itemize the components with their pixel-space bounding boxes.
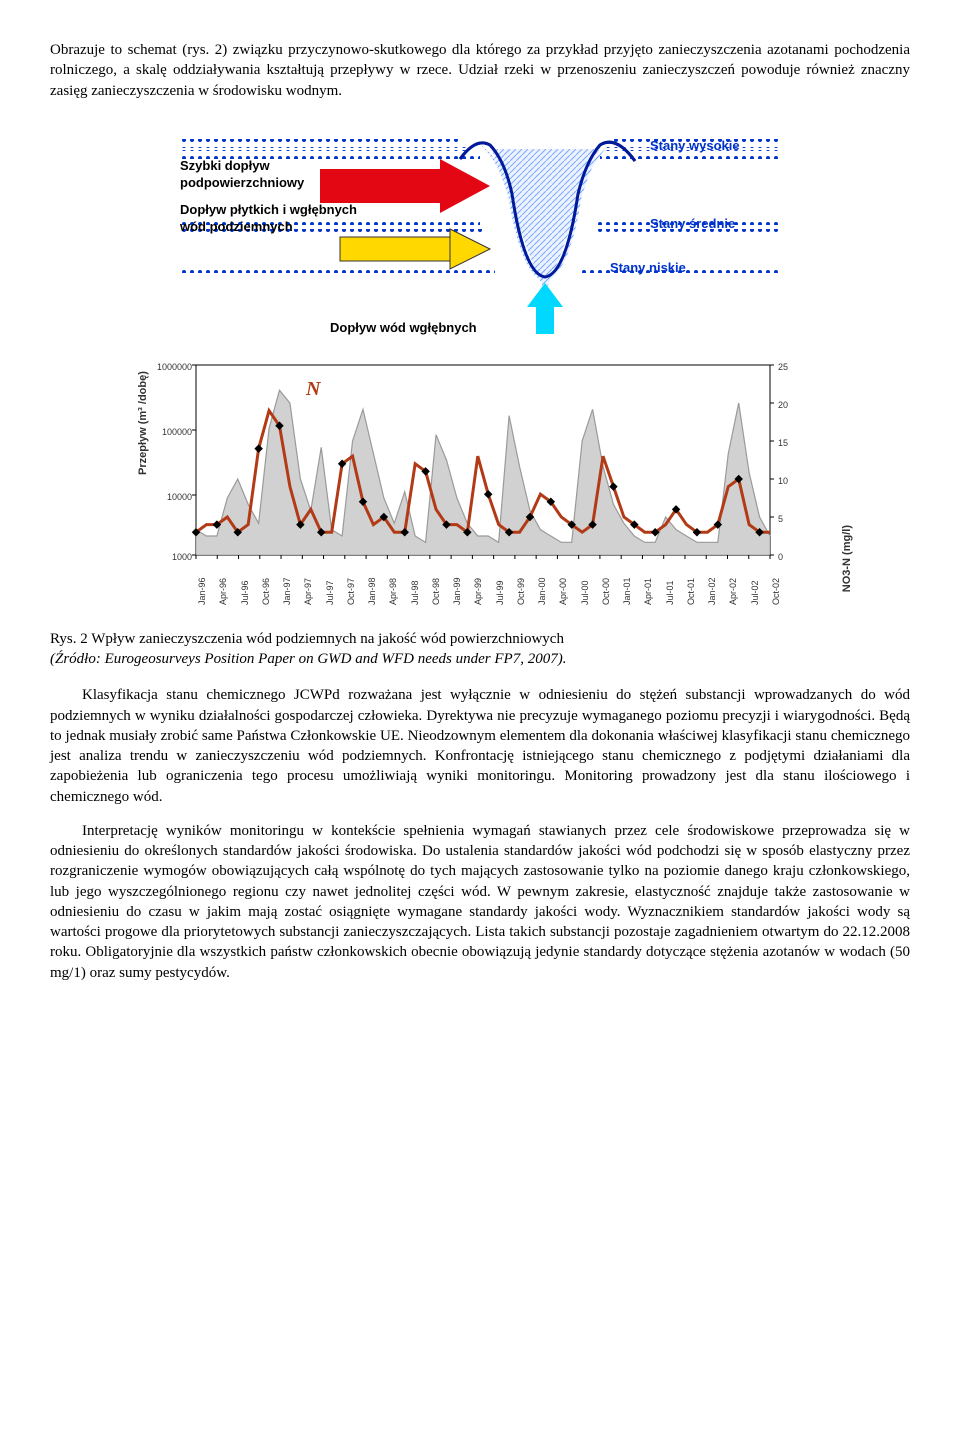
x-tick: Jul-96 [239, 580, 251, 605]
y-right-tick: 15 [778, 437, 788, 449]
x-tick: Apr-01 [642, 578, 654, 605]
paragraph-2: Klasyfikacja stanu chemicznego JCWPd roz… [50, 685, 910, 807]
y-left-ticks: 1000100001000001000000 [156, 355, 196, 555]
x-tick: Oct-02 [770, 578, 782, 605]
svg-text:N: N [305, 378, 322, 400]
caption-source: (Źródło: Eurogeosurveys Position Paper o… [50, 651, 566, 667]
x-tick: Jul-00 [579, 580, 591, 605]
x-tick: Jan-98 [366, 577, 378, 605]
x-tick: Jul-02 [749, 580, 761, 605]
x-tick: Apr-02 [727, 578, 739, 605]
x-tick: Oct-01 [685, 578, 697, 605]
y-axis-right-label: NO3-N (mg/l) [840, 525, 855, 592]
x-tick: Apr-00 [557, 578, 569, 605]
x-tick: Jan-00 [536, 577, 548, 605]
y-left-tick: 1000000 [157, 361, 192, 373]
flow-nitrogen-chart: Przepływ (m³ /dobę) NO3-N (mg/l) N 10001… [150, 355, 810, 615]
x-tick: Oct-99 [515, 578, 527, 605]
paragraph-3: Interpretację wyników monitoringu w kont… [50, 821, 910, 983]
x-tick: Jul-99 [494, 580, 506, 605]
x-ticks: Jan-96Apr-96Jul-96Oct-96Jan-97Apr-97Jul-… [196, 589, 770, 615]
y-right-tick: 5 [778, 513, 783, 525]
x-tick: Apr-97 [302, 578, 314, 605]
chart-container: Przepływ (m³ /dobę) NO3-N (mg/l) N 10001… [150, 355, 810, 615]
x-tick: Oct-97 [345, 578, 357, 605]
x-tick: Jul-97 [324, 580, 336, 605]
x-tick: Jul-01 [664, 580, 676, 605]
y-left-tick: 100000 [162, 426, 192, 438]
x-tick: Jan-97 [281, 577, 293, 605]
y-right-tick: 25 [778, 361, 788, 373]
paragraph-1: Obrazuje to schemat (rys. 2) związku prz… [50, 40, 910, 101]
x-tick: Oct-00 [600, 578, 612, 605]
x-tick: Oct-96 [260, 578, 272, 605]
diagram-label-left-2: Dopływ płytkich i wgłębnych wód podziemn… [180, 201, 400, 236]
diagram-container: Szybki dopływ podpowierzchniowy Dopływ p… [150, 119, 810, 349]
x-tick: Jul-98 [409, 580, 421, 605]
flow-diagram: Szybki dopływ podpowierzchniowy Dopływ p… [150, 119, 810, 349]
y-right-tick: 0 [778, 551, 783, 563]
diagram-label-right-3: Stany niskie [610, 259, 686, 277]
diagram-label-right-2: Stany średnie [650, 215, 735, 233]
diagram-label-left-1: Szybki dopływ podpowierzchniowy [180, 157, 360, 192]
y-left-tick: 1000 [172, 551, 192, 563]
y-right-tick: 20 [778, 399, 788, 411]
x-tick: Jan-96 [196, 577, 208, 605]
x-tick: Oct-98 [430, 578, 442, 605]
y-left-tick: 10000 [167, 491, 192, 503]
x-tick: Jan-02 [706, 577, 718, 605]
x-tick: Jan-99 [451, 577, 463, 605]
x-tick: Apr-99 [472, 578, 484, 605]
x-tick: Apr-98 [387, 578, 399, 605]
caption-main: Rys. 2 Wpływ zanieczyszczenia wód podzie… [50, 631, 564, 647]
diagram-label-left-3: Dopływ wód wgłębnych [330, 319, 477, 337]
chart-svg: N [150, 355, 810, 595]
y-right-ticks: 0510152025 [774, 355, 804, 555]
x-tick: Apr-96 [217, 578, 229, 605]
x-tick: Jan-01 [621, 577, 633, 605]
y-right-tick: 10 [778, 475, 788, 487]
figure-caption: Rys. 2 Wpływ zanieczyszczenia wód podzie… [50, 629, 910, 670]
y-axis-left-label: Przepływ (m³ /dobę) [136, 371, 151, 475]
diagram-label-right-1: Stany wysokie [650, 137, 740, 155]
